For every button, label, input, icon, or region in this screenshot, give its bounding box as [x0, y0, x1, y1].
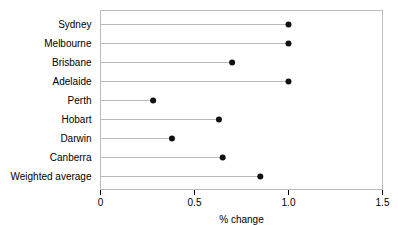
svg-text:Weighted average: Weighted average — [11, 171, 92, 182]
svg-text:Darwin: Darwin — [60, 133, 91, 144]
svg-text:% change: % change — [219, 214, 264, 225]
svg-text:Melbourne: Melbourne — [44, 38, 92, 49]
svg-text:Adelaide: Adelaide — [53, 76, 92, 87]
svg-text:Sydney: Sydney — [58, 19, 91, 30]
svg-text:1.0: 1.0 — [282, 197, 296, 208]
svg-text:1.5: 1.5 — [376, 197, 390, 208]
svg-text:Brisbane: Brisbane — [52, 57, 92, 68]
svg-text:Canberra: Canberra — [50, 152, 92, 163]
svg-text:Hobart: Hobart — [61, 114, 91, 125]
svg-text:0.5: 0.5 — [188, 197, 202, 208]
svg-text:0: 0 — [98, 197, 104, 208]
svg-text:Perth: Perth — [68, 95, 92, 106]
